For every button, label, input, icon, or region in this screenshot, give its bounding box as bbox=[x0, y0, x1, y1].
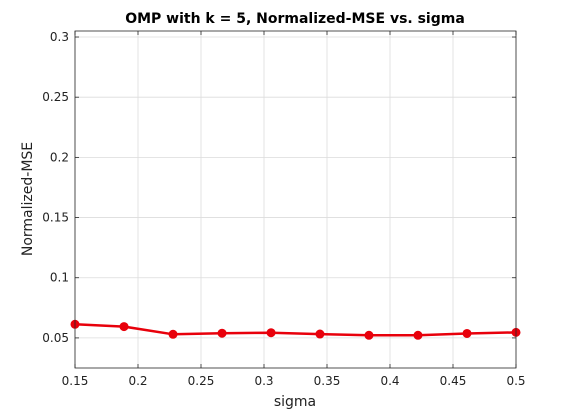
series-line bbox=[74, 323, 517, 337]
x-tick-label: 0.35 bbox=[314, 374, 341, 388]
x-tick-label: 0.45 bbox=[440, 374, 467, 388]
data-point bbox=[315, 329, 325, 339]
data-point bbox=[168, 329, 178, 339]
x-tick-label: 0.5 bbox=[506, 374, 525, 388]
data-point bbox=[462, 328, 472, 338]
plot-area bbox=[75, 31, 516, 368]
x-tick-label: 0.3 bbox=[254, 374, 273, 388]
y-tick-label: 0.3 bbox=[50, 30, 69, 44]
y-tick-label: 0.1 bbox=[50, 271, 69, 285]
data-point bbox=[266, 328, 276, 338]
x-tick-label: 0.15 bbox=[62, 374, 89, 388]
y-tick-label: 0.15 bbox=[42, 211, 69, 225]
y-tick-label: 0.25 bbox=[42, 90, 69, 104]
data-point bbox=[413, 330, 423, 340]
y-axis-label: Normalized-MSE bbox=[20, 142, 36, 256]
x-axis-label: sigma bbox=[274, 394, 316, 410]
y-tick-label: 0.2 bbox=[50, 150, 69, 164]
plot-frame bbox=[74, 30, 517, 369]
x-tick-label: 0.25 bbox=[188, 374, 215, 388]
series-layer bbox=[70, 319, 521, 340]
ticks: 0.15 0.2 0.25 0.3 0.35 0.4 0.45 0.5 0.05 0.1 0.15 0… bbox=[42, 30, 525, 388]
data-point bbox=[364, 330, 374, 340]
data-point bbox=[217, 328, 227, 338]
x-tick-label: 0.4 bbox=[380, 374, 399, 388]
x-tick-label: 0.2 bbox=[128, 374, 147, 388]
y-tick-label: 0.05 bbox=[42, 331, 69, 345]
chart-title: OMP with k = 5, Normalized-MSE vs. sigma bbox=[125, 11, 465, 27]
data-point bbox=[119, 322, 129, 332]
